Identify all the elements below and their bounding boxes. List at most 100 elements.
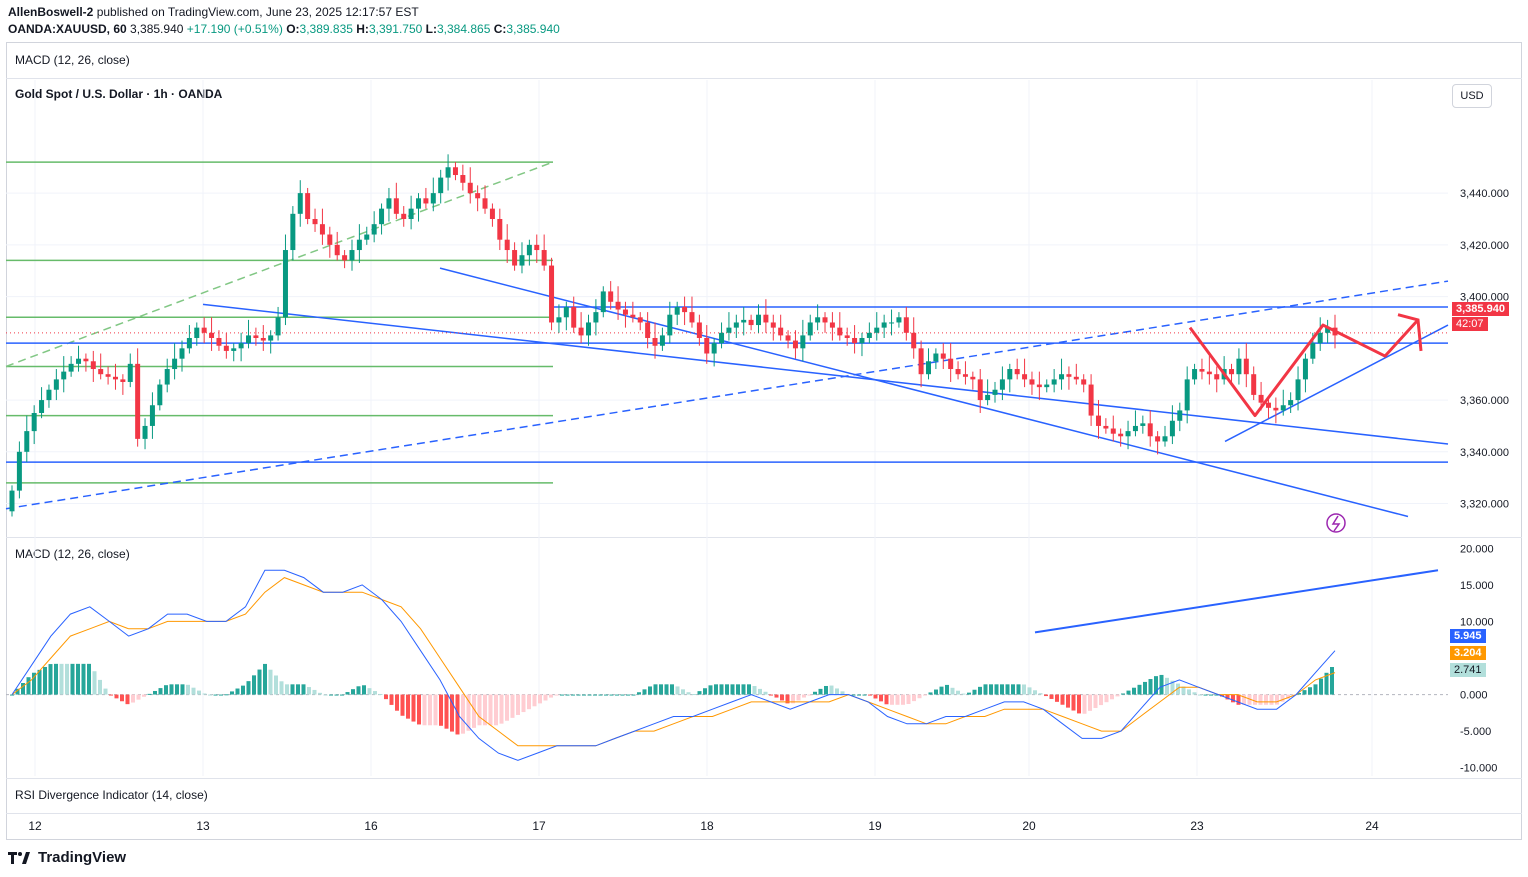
macd-histogram-bar <box>1082 694 1087 714</box>
candle-body <box>445 167 451 178</box>
candle-body <box>1199 369 1205 372</box>
macd-histogram-bar <box>1225 694 1230 700</box>
candle-body <box>438 177 444 194</box>
published-text: published on TradingView.com, June 23, 2… <box>96 5 419 19</box>
macd-histogram-bar <box>895 694 900 705</box>
candle-body <box>985 394 991 401</box>
candle-body <box>859 337 865 344</box>
macd-histogram-bar <box>708 685 713 695</box>
macd-histogram-bar <box>505 694 509 721</box>
candle-body <box>829 322 835 328</box>
macd-histogram-bar <box>521 694 526 713</box>
symbol-name[interactable]: OANDA:XAUUSD, 60 <box>8 22 127 36</box>
candle-body <box>852 337 858 344</box>
macd-histogram-bar <box>1214 694 1219 696</box>
macd-histogram-bar <box>400 694 405 716</box>
top-indicator-label[interactable]: MACD (12, 26, close) <box>15 53 130 67</box>
macd-histogram-bar <box>48 664 53 695</box>
candle-body <box>719 332 725 344</box>
chart-frame[interactable] <box>6 42 1522 840</box>
macd-histogram-bar <box>1187 689 1191 695</box>
candle-body <box>430 193 436 204</box>
candle-body <box>179 348 185 359</box>
macd-histogram-bar <box>769 694 773 696</box>
macd-histogram-bar <box>807 694 812 696</box>
candle-body <box>319 224 325 235</box>
macd-histogram-bar <box>1275 694 1279 705</box>
author-name[interactable]: AllenBoswell-2 <box>8 5 94 19</box>
candle-body <box>305 193 311 219</box>
macd-histogram-bar <box>70 663 75 695</box>
candle-body <box>334 244 340 256</box>
macd-histogram-bar <box>692 694 696 696</box>
candle-body <box>1325 327 1331 333</box>
candle-body <box>1022 374 1028 380</box>
candle-body <box>1110 428 1116 434</box>
rsi-label[interactable]: RSI Divergence Indicator (14, close) <box>15 788 208 802</box>
candle-body <box>393 198 399 214</box>
currency-button[interactable]: USD <box>1452 84 1492 108</box>
candle-body <box>349 250 355 261</box>
macd-histogram-bar <box>516 694 520 715</box>
macd-histogram-bar <box>774 694 779 698</box>
macd-histogram-bar <box>318 692 322 695</box>
macd-histogram-bar <box>972 689 977 695</box>
hist-value-tag: 2.741 <box>1450 663 1486 677</box>
candle-body <box>1192 369 1198 380</box>
macd-histogram-bar <box>1022 684 1026 695</box>
candle-body <box>423 198 429 204</box>
macd-histogram-bar <box>263 663 267 695</box>
time-tick-label: 19 <box>868 819 882 833</box>
macd-histogram-bar <box>10 694 14 696</box>
candle-body <box>1251 374 1257 395</box>
macd-histogram-bar <box>257 669 262 695</box>
symbol-info: OANDA:XAUUSD, 60 3,385.940 +17.190 (+0.5… <box>8 22 560 36</box>
macd-histogram-bar <box>829 685 834 695</box>
macd-histogram-bar <box>615 694 619 696</box>
time-tick-label: 12 <box>28 819 42 833</box>
candle-body <box>379 208 385 225</box>
candle-body <box>519 255 525 266</box>
candle-body <box>1059 374 1065 380</box>
candle-body <box>105 374 111 377</box>
macd-label[interactable]: MACD (12, 26, close) <box>15 547 130 561</box>
candle-body <box>755 314 761 326</box>
candle-body <box>246 335 252 344</box>
lightning-icon <box>1331 515 1341 532</box>
macd-histogram-bar <box>967 692 971 695</box>
macd-histogram-bar <box>147 693 152 695</box>
candle-body <box>800 335 806 349</box>
candle-body <box>896 317 902 323</box>
macd-histogram-bar <box>659 684 663 695</box>
candle-body <box>1258 394 1264 403</box>
candle-body <box>489 208 495 219</box>
candle-body <box>312 218 318 225</box>
macd-histogram-bar <box>791 694 795 704</box>
candle-body <box>1236 358 1242 375</box>
macd-histogram-bar <box>730 684 735 695</box>
candle-body <box>1214 374 1220 380</box>
candle-body <box>452 167 458 176</box>
candle-body <box>992 389 998 395</box>
candle-body <box>1288 400 1294 406</box>
candle-body <box>201 327 207 333</box>
macd-histogram-bar <box>356 686 361 695</box>
candle-body <box>68 363 74 372</box>
candle-body <box>733 322 739 328</box>
macd-histogram-bar <box>939 686 944 695</box>
macd-histogram-bar <box>906 694 911 704</box>
price-axis-label: 3,320.000 <box>1460 499 1509 511</box>
candle-body <box>704 337 710 354</box>
last-price: 3,385.940 <box>130 22 184 36</box>
macd-histogram-bar <box>1297 693 1301 695</box>
macd-histogram-bar <box>840 691 845 695</box>
macd-histogram-bar <box>1258 694 1263 705</box>
macd-histogram-bar <box>142 694 146 697</box>
macd-histogram-bar <box>120 694 124 702</box>
candle-body <box>157 384 163 406</box>
tradingview-logo[interactable]: TradingView <box>8 849 126 866</box>
pane-divider <box>6 778 1522 779</box>
candle-body <box>1243 358 1249 375</box>
macd-histogram-bar <box>653 684 658 695</box>
